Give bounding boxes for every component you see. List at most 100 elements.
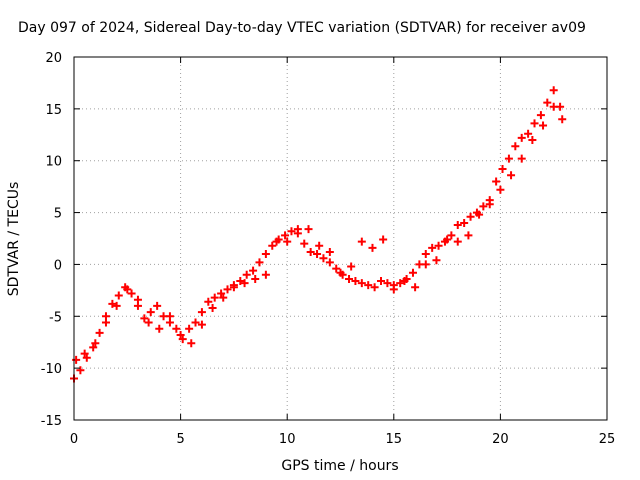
data-point <box>379 235 388 244</box>
grid-lines <box>74 57 607 420</box>
y-tick-label: 5 <box>54 207 62 222</box>
data-point <box>255 258 264 267</box>
x-tick-label: 15 <box>386 432 403 447</box>
data-point <box>332 264 341 273</box>
data-point <box>127 289 136 298</box>
data-point <box>155 324 164 333</box>
data-point <box>464 231 473 240</box>
data-point <box>251 274 260 283</box>
data-point <box>460 218 469 227</box>
data-point <box>432 256 441 265</box>
data-point <box>185 324 194 333</box>
data-point <box>377 277 386 286</box>
data-point <box>153 301 162 310</box>
data-point <box>108 299 117 308</box>
data-point <box>283 237 292 246</box>
data-point <box>101 318 110 327</box>
data-point <box>95 328 104 337</box>
y-tick-label: -15 <box>41 414 62 429</box>
axis-ticks <box>73 56 608 421</box>
data-point <box>498 165 507 174</box>
data-point <box>400 277 409 286</box>
data-point <box>475 210 484 219</box>
data-point <box>347 262 356 271</box>
data-point <box>549 86 558 95</box>
x-axis-label: GPS time / hours <box>281 458 398 474</box>
data-point <box>549 102 558 111</box>
data-point <box>165 312 174 321</box>
data-point <box>370 283 379 292</box>
data-point <box>187 339 196 348</box>
data-point <box>268 241 277 250</box>
data-points <box>70 86 567 383</box>
data-point <box>249 266 258 275</box>
x-tick-label: 10 <box>279 432 296 447</box>
data-point <box>368 243 377 252</box>
data-point <box>210 293 219 302</box>
data-point <box>453 221 462 230</box>
data-point <box>396 279 405 288</box>
data-point <box>219 293 228 302</box>
data-point <box>421 260 430 269</box>
data-point <box>357 279 366 288</box>
data-point <box>558 115 567 124</box>
data-point <box>287 227 296 236</box>
data-point <box>496 185 505 194</box>
plot-frame <box>73 56 608 421</box>
y-tick-label: -10 <box>41 362 62 377</box>
data-point <box>383 279 392 288</box>
data-point <box>530 119 539 128</box>
data-point <box>208 303 217 312</box>
data-point <box>517 133 526 142</box>
data-point <box>72 355 81 364</box>
data-point <box>133 295 142 304</box>
x-tick-label: 5 <box>176 432 184 447</box>
data-point <box>197 320 206 329</box>
chart-title: Day 097 of 2024, Sidereal Day-to-day VTE… <box>18 20 586 36</box>
data-point <box>408 268 417 277</box>
data-point <box>539 121 548 130</box>
data-point <box>511 142 520 151</box>
data-point <box>313 250 322 259</box>
x-tick-label: 20 <box>492 432 509 447</box>
x-tick-label: 0 <box>70 432 78 447</box>
x-tick-label: 25 <box>599 432 616 447</box>
data-point <box>336 268 345 277</box>
data-point <box>357 237 366 246</box>
data-point <box>447 231 456 240</box>
data-point <box>140 314 149 323</box>
data-point <box>517 154 526 163</box>
data-point <box>176 330 185 339</box>
data-point <box>319 254 328 263</box>
data-point <box>428 243 437 252</box>
y-tick-label: 15 <box>45 103 62 118</box>
data-point <box>315 241 324 250</box>
y-axis-label: SDTVAR / TECUs <box>6 182 22 297</box>
data-point <box>240 279 249 288</box>
data-point <box>507 171 516 180</box>
data-point <box>485 200 494 209</box>
data-point <box>304 225 313 234</box>
data-point <box>421 250 430 259</box>
data-point <box>351 277 360 286</box>
y-tick-label: 20 <box>45 51 62 66</box>
data-point <box>146 308 155 317</box>
y-tick-label: -5 <box>49 310 62 325</box>
data-point <box>80 349 89 358</box>
data-point <box>325 258 334 267</box>
data-point <box>504 154 513 163</box>
data-point <box>434 241 443 250</box>
data-point <box>114 291 123 300</box>
data-point <box>204 297 213 306</box>
data-point <box>325 247 334 256</box>
data-point <box>123 285 132 294</box>
data-point <box>389 285 398 294</box>
y-tick-label: 10 <box>45 155 62 170</box>
data-point <box>91 339 100 348</box>
data-point <box>479 202 488 211</box>
data-point <box>261 250 270 259</box>
data-point <box>76 366 85 375</box>
data-point <box>223 285 232 294</box>
data-point <box>466 212 475 221</box>
